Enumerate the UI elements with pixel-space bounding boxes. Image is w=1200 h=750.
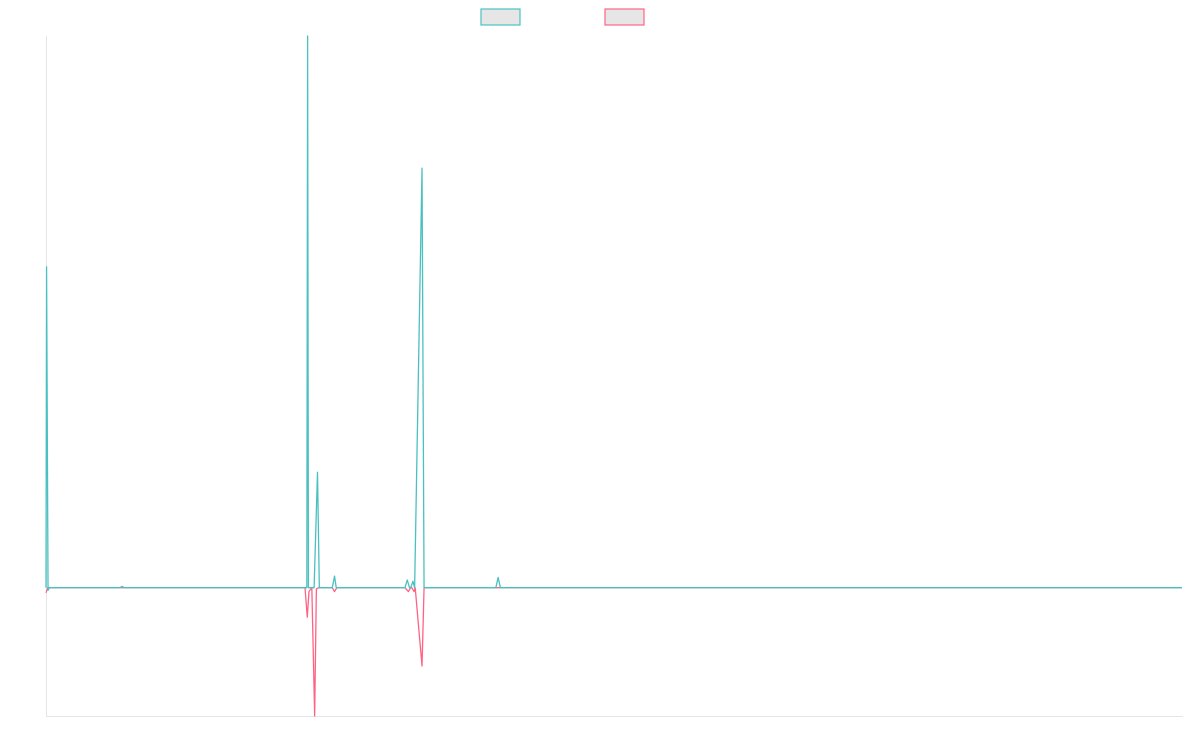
axes: [46, 36, 1183, 717]
series-layer: [45, 35, 1182, 717]
legend-swatch-series-2[interactable]: [604, 8, 645, 26]
series-line-1: [45, 35, 1182, 591]
legend: [480, 8, 645, 26]
legend-swatch-series-1[interactable]: [480, 8, 521, 26]
series-line-2: [45, 587, 1182, 717]
